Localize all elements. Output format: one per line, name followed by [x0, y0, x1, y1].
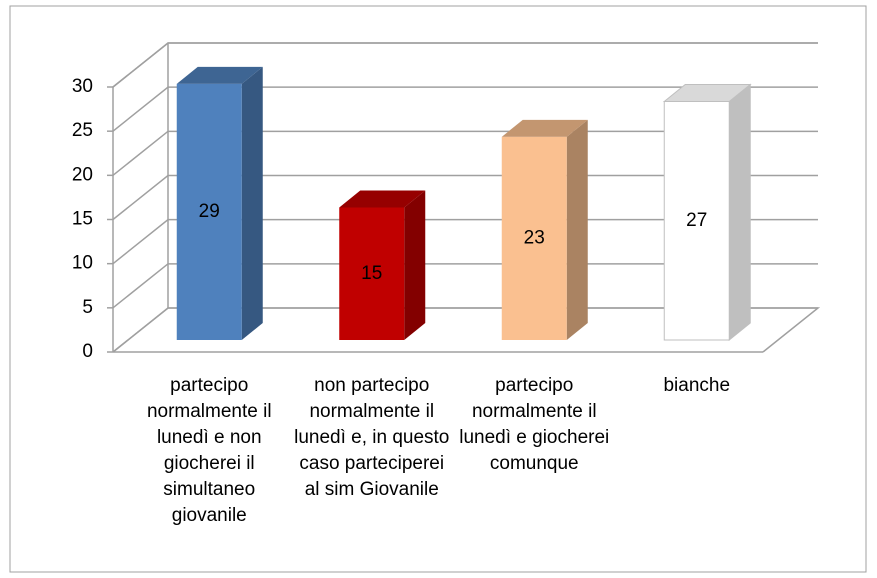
- bar-top: [501, 119, 588, 137]
- grid-line: [112, 86, 818, 132]
- bar-side: [241, 66, 263, 340]
- y-tick-label: 30: [72, 76, 93, 97]
- value-label: 27: [686, 210, 707, 231]
- value-label: 23: [524, 227, 545, 248]
- bar-front: [176, 83, 242, 340]
- x-tick-label: partecipo normalmente il lunedì e non gi…: [146, 375, 272, 526]
- bar-front: [501, 136, 567, 340]
- y-tick-label: 10: [72, 253, 93, 274]
- bar: [176, 66, 263, 340]
- grid-line: [112, 307, 818, 353]
- value-label: 29: [199, 201, 220, 222]
- bar-front: [339, 207, 405, 340]
- bar: [501, 119, 588, 340]
- y-tick-label: 5: [82, 297, 93, 318]
- y-tick-label: 25: [72, 120, 93, 141]
- value-label: 15: [361, 263, 382, 284]
- bar: [662, 83, 752, 342]
- grid-line: [112, 174, 818, 221]
- grid-line: [112, 218, 818, 265]
- bar-side: [728, 83, 751, 342]
- bar-top: [176, 66, 263, 84]
- y-tick-label: 0: [82, 341, 93, 362]
- bar-front: [663, 101, 730, 341]
- grid-line: [112, 42, 818, 88]
- grid-line: [112, 130, 818, 176]
- bar-side: [404, 190, 426, 340]
- y-tick-label: 15: [72, 209, 93, 230]
- y-tick-label: 20: [72, 164, 93, 185]
- x-tick-label: partecipo normalmente il lunedì e gioche…: [459, 375, 610, 474]
- x-tick-label: bianche: [663, 375, 731, 396]
- bar-top: [339, 190, 426, 208]
- chart-border: [9, 5, 867, 573]
- x-tick-label: non partecipo normalmente il lunedì e, i…: [294, 375, 450, 500]
- bar-side: [566, 119, 588, 340]
- bar: [339, 190, 426, 340]
- grid-line: [112, 263, 818, 309]
